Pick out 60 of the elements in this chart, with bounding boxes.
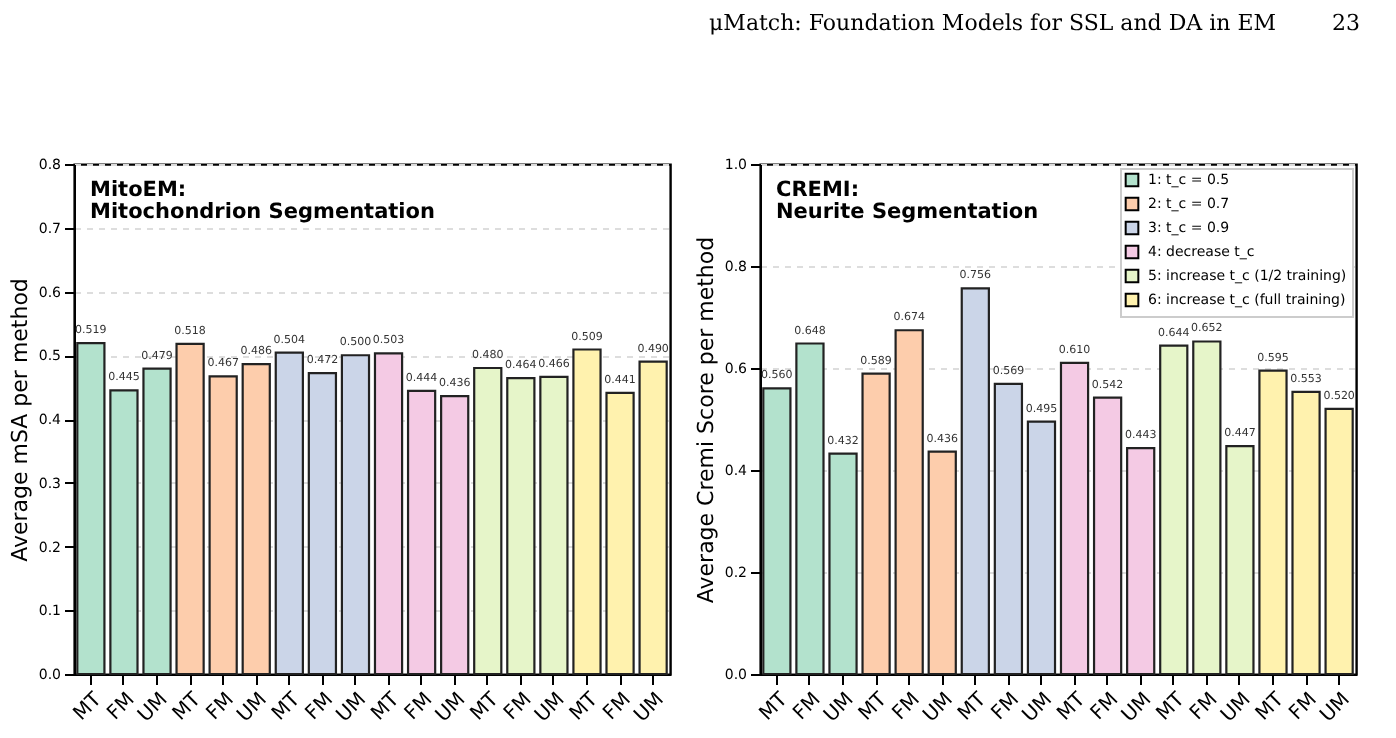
x-tick-label: UM: [1018, 689, 1058, 728]
x-tick-label: UM: [1217, 689, 1256, 728]
x-tick-label: MT: [1152, 687, 1191, 726]
bar: [1192, 340, 1222, 676]
x-tick-label: UM: [134, 689, 173, 728]
x-tick-label: MT: [855, 687, 893, 726]
bar: [473, 366, 503, 676]
x-tick-label: MT: [70, 687, 108, 726]
x-tick-label: FM: [103, 689, 140, 725]
bar: [373, 352, 404, 676]
y-axis-title: Average mSA per method: [6, 278, 33, 562]
x-tick-label: UM: [919, 689, 958, 728]
text: CREMI: Neurite Segmentation: [776, 178, 1039, 224]
bar: [927, 450, 957, 676]
x-tick-label: UM: [820, 689, 859, 728]
x-tick-label: UM: [630, 689, 669, 728]
x-tick-label: FM: [888, 689, 925, 725]
bar: [241, 363, 271, 676]
x-tick-label: UM: [233, 689, 272, 728]
bar: [307, 372, 338, 676]
x-tick-label: FM: [789, 689, 826, 725]
x-tick-label: MT: [756, 687, 794, 726]
bar: [406, 389, 437, 676]
bar: [506, 377, 536, 676]
bar: [440, 394, 470, 676]
text: 23: [1332, 10, 1360, 36]
x-tick-label: MT: [466, 687, 505, 726]
x-tick-label: FM: [1186, 689, 1223, 725]
x-tick-label: FM: [302, 689, 338, 725]
x-tick-label: MT: [1252, 687, 1290, 726]
bar: [340, 354, 371, 676]
bar: [1026, 420, 1057, 676]
text: μMatch: Foundation Models for SSL and DA in EM: [709, 10, 1276, 36]
x-tick-label: UM: [432, 689, 471, 728]
bar: [1159, 344, 1189, 676]
bar: [960, 287, 990, 676]
x-tick-label: MT: [268, 687, 307, 726]
bar: [208, 375, 238, 676]
x-tick-label: MT: [169, 687, 207, 726]
x-tick-label: MT: [1053, 687, 1092, 726]
bar: [894, 329, 924, 676]
x-tick-label: FM: [988, 689, 1024, 725]
x-tick-label: MT: [367, 687, 406, 726]
bar: [274, 351, 304, 676]
x-tick-label: MT: [566, 687, 604, 726]
x-tick-label: FM: [599, 689, 636, 725]
x-tick-label: UM: [332, 689, 372, 728]
x-tick-label: FM: [202, 689, 239, 725]
x-tick-label: UM: [531, 689, 570, 728]
y-axis-title: Average Cremi Score per method: [692, 236, 719, 604]
x-tick-label: MT: [954, 687, 993, 726]
text: MitoEM: Mitochondrion Segmentation: [90, 178, 435, 224]
x-tick-label: FM: [500, 689, 537, 725]
bar: [1092, 396, 1123, 676]
x-tick-label: FM: [1285, 689, 1322, 725]
bar: [1059, 361, 1090, 676]
x-tick-label: UM: [1316, 689, 1355, 728]
bar: [993, 382, 1024, 676]
x-tick-label: UM: [1118, 689, 1157, 728]
bar: [1126, 446, 1156, 676]
